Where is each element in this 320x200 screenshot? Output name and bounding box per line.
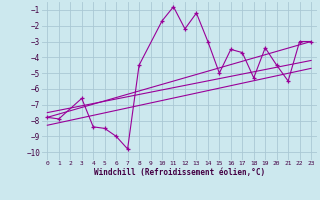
X-axis label: Windchill (Refroidissement éolien,°C): Windchill (Refroidissement éolien,°C) (94, 168, 265, 177)
